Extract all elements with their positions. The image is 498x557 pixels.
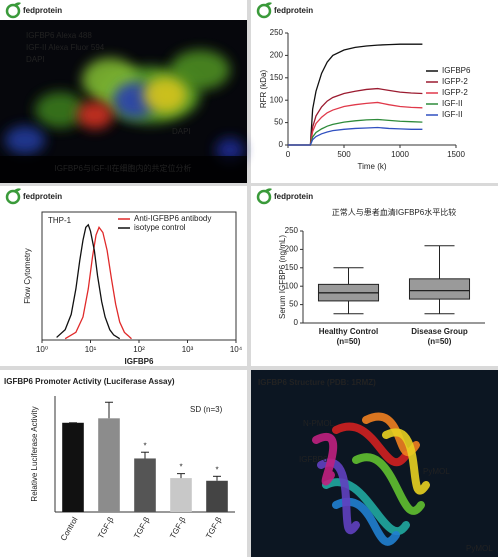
image-label: N-PMOL <box>303 419 335 428</box>
y-axis-label: RFR (kDa) <box>259 70 268 109</box>
image-label: IGFBP6 <box>299 455 328 464</box>
x-tick-label: 10⁴ <box>230 345 243 354</box>
ribbon <box>382 428 430 495</box>
y-tick-label: 50 <box>289 300 298 309</box>
series-line <box>56 223 121 340</box>
y-tick-label: 100 <box>270 95 284 104</box>
caption-band <box>0 156 247 183</box>
x-tick-label: 10¹ <box>85 345 97 354</box>
logo-leaf <box>264 188 272 192</box>
ribbon <box>322 478 410 536</box>
cell <box>170 50 230 90</box>
x-tick-label: 10⁰ <box>36 345 48 354</box>
legend-label: IGFBP6 <box>442 66 471 75</box>
brand: fedprotein <box>274 192 313 201</box>
bar <box>170 478 192 512</box>
logo-leaf <box>13 2 21 6</box>
x-tick-label: (n=50) <box>428 337 452 346</box>
x-tick-label: 0 <box>286 150 291 159</box>
legend-label: IGF-II <box>442 99 462 108</box>
panel <box>0 370 247 557</box>
bar <box>206 480 228 512</box>
image-label: IGFBP6 Alexa 488 <box>26 31 92 40</box>
x-tick-label: 10² <box>133 345 145 354</box>
legend-label: IGFP-2 <box>442 88 468 97</box>
caption: IGFBP6与IGF-II在细胞内的共定位分析 <box>55 163 192 173</box>
image-label: IGF-II Alexa Fluor 594 <box>26 43 105 52</box>
cell <box>35 92 85 128</box>
y-axis-label: Relative Luciferase Activity <box>30 406 39 501</box>
bar <box>62 422 84 512</box>
y-tick-label: 0 <box>294 318 299 327</box>
legend-label: isotype control <box>134 223 186 232</box>
image-label: DAPI <box>172 127 191 136</box>
significance: * <box>143 441 146 450</box>
image-label: PyMOL <box>466 544 493 553</box>
brand: fedprotein <box>23 192 62 201</box>
ribbon <box>332 422 410 467</box>
panel <box>0 186 247 366</box>
y-tick-label: 150 <box>270 73 284 82</box>
cell <box>143 77 187 113</box>
panel <box>251 186 498 366</box>
cell <box>77 101 113 129</box>
logo-leaf <box>264 2 272 6</box>
series-line <box>288 87 423 146</box>
cell <box>5 126 45 154</box>
x-tick-label: 1000 <box>391 150 409 159</box>
y-tick-label: 200 <box>270 51 284 60</box>
y-tick-label: 250 <box>270 28 284 37</box>
plot-title: THP-1 <box>48 216 72 225</box>
x-tick-label: Healthy Control <box>319 327 379 336</box>
x-axis-label: Time (k) <box>357 162 386 171</box>
panel-title: IGFBP6 Promoter Activity (Luciferase Ass… <box>4 377 175 386</box>
logo-leaf <box>13 188 21 192</box>
series-line <box>288 101 423 146</box>
x-tick-label: (n=50) <box>337 337 361 346</box>
ribbon <box>312 433 338 486</box>
y-tick-label: 0 <box>279 140 284 149</box>
legend-label: Anti-IGFBP6 antibody <box>134 214 211 223</box>
y-tick-label: 200 <box>285 245 299 254</box>
y-axis-label: Flow Cytometry <box>23 248 32 304</box>
y-tick-label: 100 <box>285 281 299 290</box>
y-tick-label: 250 <box>285 226 299 235</box>
series-line <box>288 118 423 146</box>
x-tick-label: 10³ <box>182 345 194 354</box>
x-tick-label: 1500 <box>447 150 465 159</box>
series-line <box>288 126 423 146</box>
bar <box>98 418 120 512</box>
brand: fedprotein <box>274 6 313 15</box>
x-axis-label: IGFBP6 <box>125 357 154 366</box>
image-label: PyMOL <box>423 467 450 476</box>
x-tick-label: 500 <box>337 150 351 159</box>
bar <box>134 458 156 512</box>
series-line <box>288 43 423 146</box>
panel-title: IGFBP6 Structure (PDB: 1RMZ) <box>258 378 376 387</box>
brand: fedprotein <box>23 6 62 15</box>
y-tick-label: 150 <box>285 263 299 272</box>
plot-title: 正常人与患者血清IGFBP6水平比较 <box>332 207 456 217</box>
x-tick-label: Disease Group <box>411 327 468 336</box>
legend-label: IGF-II <box>442 110 462 119</box>
note: SD (n=3) <box>190 405 223 414</box>
box <box>408 278 471 300</box>
panel <box>251 0 498 183</box>
significance: * <box>215 465 218 474</box>
y-tick-label: 50 <box>274 118 283 127</box>
legend-label: IGFP-2 <box>442 77 468 86</box>
image-label: DAPI <box>26 55 45 64</box>
y-axis-label: Serum IGFBP6 (ng/mL) <box>278 235 287 319</box>
significance: * <box>179 463 182 472</box>
series-line <box>64 226 132 340</box>
ribbon <box>352 453 425 515</box>
